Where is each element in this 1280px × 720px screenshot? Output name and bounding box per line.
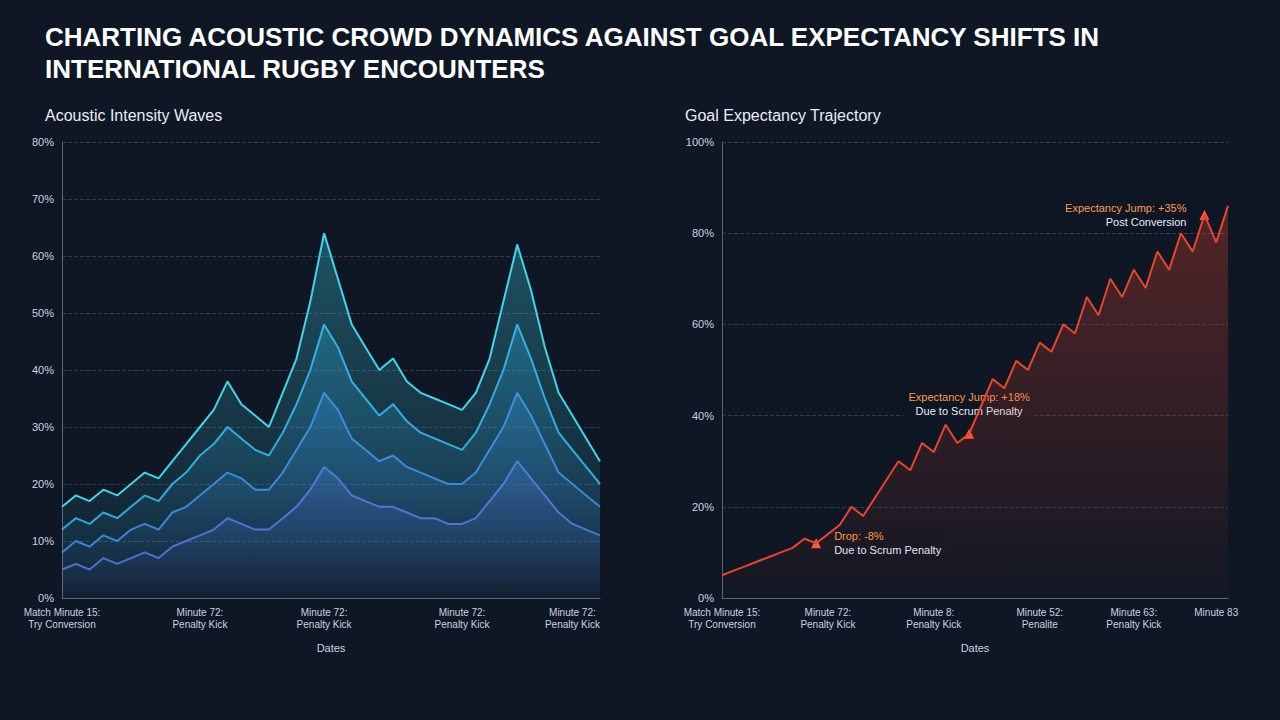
svg-text:40%: 40%	[692, 410, 714, 422]
svg-text:0%: 0%	[698, 592, 714, 604]
svg-text:60%: 60%	[692, 318, 714, 330]
svg-text:60%: 60%	[32, 250, 54, 262]
svg-text:10%: 10%	[32, 535, 54, 547]
svg-text:Minute 72:: Minute 72:	[439, 607, 486, 618]
svg-text:Minute 72:: Minute 72:	[301, 607, 348, 618]
svg-text:20%: 20%	[692, 501, 714, 513]
svg-text:Penalty Kick: Penalty Kick	[297, 619, 353, 630]
svg-text:Expectancy Jump: +18%: Expectancy Jump: +18%	[908, 390, 1030, 403]
svg-text:Goal Expectancy Trajectory: Goal Expectancy Trajectory	[685, 107, 881, 124]
svg-text:80%: 80%	[32, 136, 54, 148]
svg-text:Expectancy Jump: +35%: Expectancy Jump: +35%	[1065, 202, 1187, 214]
svg-text:Penalty Kick: Penalty Kick	[906, 619, 962, 630]
svg-text:Minute 72:: Minute 72:	[805, 607, 852, 618]
svg-text:Penalite: Penalite	[1022, 619, 1059, 630]
svg-text:Penalty Kick: Penalty Kick	[172, 619, 228, 630]
svg-text:Due to Scrum Penalty: Due to Scrum Penalty	[915, 404, 1023, 417]
svg-text:70%: 70%	[32, 193, 54, 205]
svg-text:Try Conversion: Try Conversion	[688, 619, 755, 630]
svg-text:Match Minute 15:: Match Minute 15:	[684, 607, 761, 618]
svg-text:Minute 63:: Minute 63:	[1111, 607, 1158, 618]
svg-text:30%: 30%	[32, 421, 54, 433]
svg-text:Acoustic Intensity Waves: Acoustic Intensity Waves	[45, 107, 222, 124]
svg-text:Minute 83: Minute 83	[1194, 607, 1238, 618]
svg-text:Post Conversion: Post Conversion	[1106, 216, 1187, 228]
svg-text:CHARTING ACOUSTIC CROWD DYNAMI: CHARTING ACOUSTIC CROWD DYNAMICS AGAINST…	[45, 22, 1106, 52]
svg-text:Minute 8:: Minute 8:	[913, 607, 954, 618]
svg-text:20%: 20%	[32, 478, 54, 490]
svg-text:80%: 80%	[692, 227, 714, 239]
svg-text:Minute 72:: Minute 72:	[177, 607, 224, 618]
svg-text:Dates: Dates	[317, 642, 346, 654]
svg-text:Penalty Kick: Penalty Kick	[1106, 619, 1162, 630]
svg-text:INTERNATIONAL RUGBY ENCOUNTERS: INTERNATIONAL RUGBY ENCOUNTERS	[45, 54, 545, 84]
svg-text:Minute 52:: Minute 52:	[1016, 607, 1063, 618]
svg-text:Try Conversion: Try Conversion	[28, 619, 95, 630]
svg-text:0%: 0%	[38, 592, 54, 604]
svg-text:Penalty Kick: Penalty Kick	[435, 619, 491, 630]
svg-text:50%: 50%	[32, 307, 54, 319]
svg-text:Penalty Kick: Penalty Kick	[800, 619, 856, 630]
svg-text:Dates: Dates	[961, 642, 990, 654]
svg-text:40%: 40%	[32, 364, 54, 376]
svg-text:Match Minute 15:: Match Minute 15:	[24, 607, 101, 618]
svg-text:Minute 72:: Minute 72:	[549, 607, 596, 618]
svg-text:Penalty Kick: Penalty Kick	[545, 619, 601, 630]
svg-text:100%: 100%	[686, 136, 714, 148]
